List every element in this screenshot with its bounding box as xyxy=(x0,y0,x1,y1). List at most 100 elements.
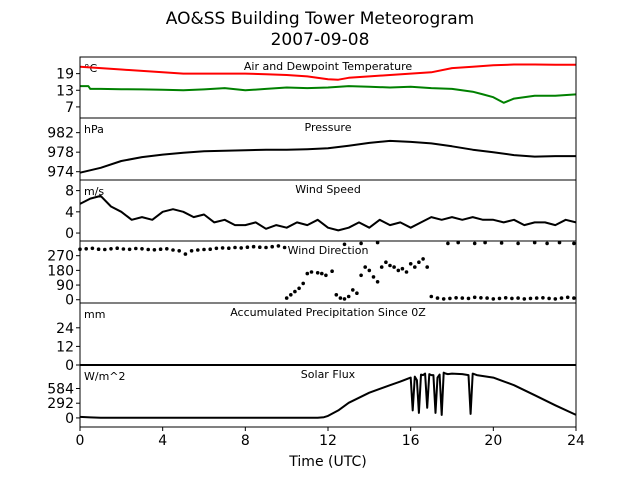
panel-title: Wind Speed xyxy=(295,183,361,196)
data-point xyxy=(448,296,452,301)
data-point xyxy=(479,296,483,300)
data-point xyxy=(497,296,502,301)
data-point xyxy=(152,248,157,252)
x-tick-label: 8 xyxy=(241,433,250,449)
y-tick-label: 12 xyxy=(56,339,74,355)
figure-date: 2007-09-08 xyxy=(271,30,370,50)
data-point xyxy=(320,271,324,276)
data-point xyxy=(202,247,206,252)
data-point xyxy=(417,260,421,265)
data-point xyxy=(408,262,413,266)
data-point xyxy=(541,296,545,300)
data-point xyxy=(227,246,231,250)
data-point xyxy=(499,241,504,245)
data-point xyxy=(270,244,275,249)
data-point xyxy=(146,247,150,252)
data-point xyxy=(359,241,363,246)
x-tick-label: 24 xyxy=(567,433,585,449)
data-point xyxy=(183,252,188,256)
data-point xyxy=(559,296,564,300)
data-point xyxy=(516,241,520,246)
series-line-0 xyxy=(79,139,576,174)
y-tick-label: 4 xyxy=(65,205,74,221)
panel-title: Air and Dewpoint Temperature xyxy=(244,60,412,73)
data-point xyxy=(284,296,289,300)
data-point xyxy=(516,296,520,300)
y-tick-label: 19 xyxy=(56,67,74,83)
precipitation-panel: Accumulated Precipitation Since 0Z mm 0 1… xyxy=(56,302,577,374)
data-point xyxy=(351,288,355,292)
data-point xyxy=(301,281,306,286)
x-axis: 0 4 8 12 16 20 24 xyxy=(76,427,585,449)
data-point xyxy=(371,275,376,279)
y-tick-label: 180 xyxy=(47,263,74,279)
y-tick-label: 24 xyxy=(56,321,74,337)
data-point xyxy=(90,246,95,251)
y-tick-label: 8 xyxy=(65,184,74,200)
y-tick-label: 584 xyxy=(47,381,74,397)
data-point xyxy=(84,247,88,251)
data-point xyxy=(545,241,549,246)
data-point xyxy=(355,291,359,296)
data-point xyxy=(392,265,396,269)
data-point xyxy=(315,271,320,275)
panel-title: Accumulated Precipitation Since 0Z xyxy=(230,306,426,319)
data-point xyxy=(276,244,281,248)
series-line-0 xyxy=(79,194,577,232)
data-point xyxy=(324,273,328,278)
data-point xyxy=(330,269,334,274)
data-point xyxy=(375,240,380,245)
data-point xyxy=(220,246,225,250)
x-tick-label: 4 xyxy=(158,433,167,449)
data-point xyxy=(421,257,425,261)
panel-unit: °C xyxy=(84,62,98,75)
data-point xyxy=(367,268,372,273)
y-tick-label: 13 xyxy=(56,83,74,99)
data-point xyxy=(177,249,181,253)
data-point xyxy=(121,247,126,251)
y-tick-label: 978 xyxy=(47,145,74,161)
data-point xyxy=(363,265,368,269)
data-point xyxy=(483,240,487,245)
data-point xyxy=(109,247,113,251)
x-tick-label: 16 xyxy=(402,433,420,449)
data-point xyxy=(528,296,533,301)
data-point xyxy=(293,289,297,294)
data-point xyxy=(264,245,268,250)
data-point xyxy=(404,270,409,274)
data-point xyxy=(485,296,489,300)
data-point xyxy=(305,271,310,276)
data-point xyxy=(258,245,262,249)
data-point xyxy=(429,294,434,299)
panel-title: Wind Direction xyxy=(288,244,369,257)
data-point xyxy=(297,286,301,291)
data-point xyxy=(251,244,256,249)
data-point xyxy=(346,294,351,299)
series-line-1 xyxy=(80,85,577,104)
data-point xyxy=(233,245,237,250)
data-point xyxy=(396,268,401,273)
series-line-0 xyxy=(79,63,576,81)
y-tick-label: 982 xyxy=(47,126,74,142)
data-point xyxy=(425,265,430,269)
data-point xyxy=(384,260,388,265)
data-point xyxy=(466,296,471,301)
panel-unit: W/m^2 xyxy=(84,370,126,383)
x-tick-label: 20 xyxy=(484,433,502,449)
data-point xyxy=(441,297,446,301)
data-point xyxy=(388,263,392,268)
data-point xyxy=(208,247,212,251)
data-point xyxy=(334,293,339,297)
data-point xyxy=(134,246,138,251)
data-point xyxy=(565,295,570,300)
data-point xyxy=(359,273,363,278)
data-point xyxy=(547,296,551,301)
y-tick-label: 90 xyxy=(56,278,74,294)
panel-unit: mm xyxy=(84,308,105,321)
figure-title: AO&SS Building Tower Meteorogram xyxy=(166,9,474,29)
data-point xyxy=(96,247,101,251)
y-tick-label: 0 xyxy=(65,293,74,309)
data-point xyxy=(245,245,250,249)
